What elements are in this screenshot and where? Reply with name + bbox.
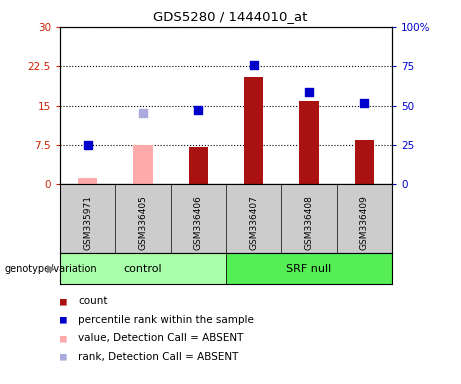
- Text: control: control: [124, 264, 162, 274]
- Text: value, Detection Call = ABSENT: value, Detection Call = ABSENT: [78, 333, 244, 343]
- Point: [250, 61, 257, 68]
- Text: ■: ■: [60, 333, 67, 343]
- Point: [84, 142, 91, 148]
- Text: ■: ■: [60, 315, 67, 325]
- Text: GSM336409: GSM336409: [360, 195, 369, 250]
- Bar: [133, 145, 153, 184]
- Text: ▶: ▶: [47, 264, 55, 274]
- Bar: [355, 140, 374, 184]
- Bar: [78, 178, 97, 184]
- Text: GSM336408: GSM336408: [304, 195, 313, 250]
- Text: SRF null: SRF null: [286, 264, 331, 274]
- Bar: [189, 147, 208, 184]
- Bar: [60, 253, 226, 284]
- Text: GSM336407: GSM336407: [249, 195, 258, 250]
- Point: [361, 100, 368, 106]
- Text: GSM336405: GSM336405: [138, 195, 148, 250]
- Bar: [226, 253, 392, 284]
- Text: genotype/variation: genotype/variation: [5, 264, 97, 274]
- Text: GDS5280 / 1444010_at: GDS5280 / 1444010_at: [154, 10, 307, 23]
- Text: GSM336406: GSM336406: [194, 195, 203, 250]
- Text: ■: ■: [60, 352, 67, 362]
- Text: ■: ■: [60, 296, 67, 306]
- Point: [139, 111, 147, 117]
- Text: percentile rank within the sample: percentile rank within the sample: [78, 315, 254, 325]
- Text: count: count: [78, 296, 108, 306]
- Point: [195, 107, 202, 113]
- Bar: [299, 101, 319, 184]
- Text: GSM335971: GSM335971: [83, 195, 92, 250]
- Point: [305, 89, 313, 96]
- Bar: [244, 77, 263, 184]
- Text: rank, Detection Call = ABSENT: rank, Detection Call = ABSENT: [78, 352, 239, 362]
